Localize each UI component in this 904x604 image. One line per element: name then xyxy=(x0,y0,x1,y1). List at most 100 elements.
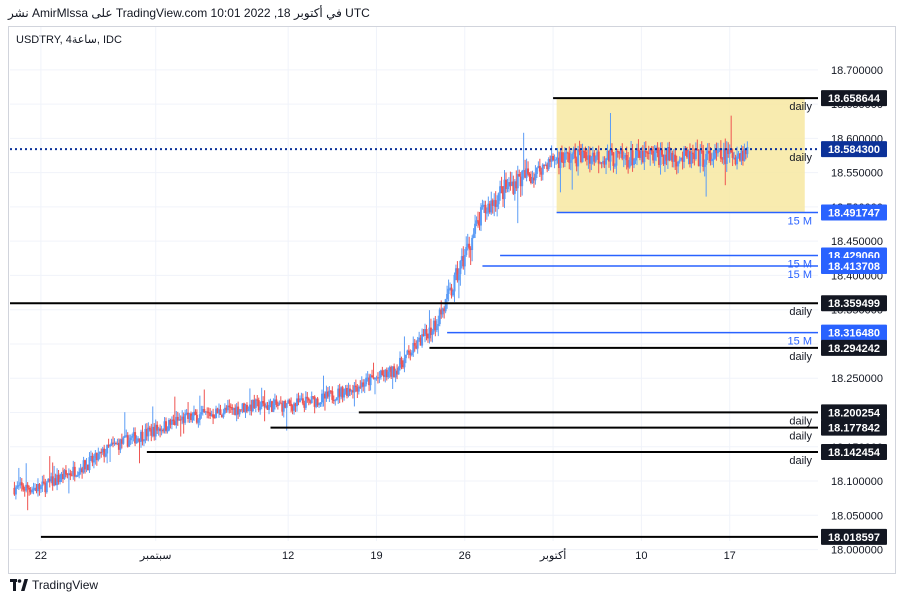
candle-body xyxy=(449,287,452,289)
candle-body xyxy=(478,221,481,226)
candle-body xyxy=(722,148,725,160)
candle-body xyxy=(103,448,106,457)
candle-body xyxy=(672,154,675,162)
candle-body xyxy=(637,148,640,152)
candle-body xyxy=(14,487,17,495)
candle-body xyxy=(616,151,619,153)
candle-body xyxy=(125,435,128,437)
candle-body xyxy=(378,377,381,379)
grid-lines xyxy=(10,27,818,551)
candle-body xyxy=(269,401,272,405)
candle-body xyxy=(507,182,510,187)
candle-body xyxy=(318,404,321,406)
brand-footer[interactable]: TradingView xyxy=(10,578,98,592)
candle-body xyxy=(641,150,644,163)
candle-body xyxy=(421,334,424,346)
candle-body xyxy=(409,352,412,356)
candle-body xyxy=(192,411,195,416)
candle-body xyxy=(229,407,232,409)
candle-body xyxy=(290,403,293,407)
candle-body xyxy=(565,152,568,154)
candle-body xyxy=(223,407,226,414)
candle-body xyxy=(662,154,665,165)
candle-body xyxy=(35,487,38,492)
candle-body xyxy=(275,399,278,405)
candle-body xyxy=(295,398,298,407)
level-tag: 15 M xyxy=(788,336,812,348)
candle-body xyxy=(441,308,444,315)
price-axis: 18.70000018.65000018.60000018.55000018.5… xyxy=(821,65,887,557)
candle-body xyxy=(301,398,304,404)
candle-body xyxy=(612,152,615,166)
candle-body xyxy=(379,370,382,378)
candle-body xyxy=(716,149,719,154)
candle-body xyxy=(605,158,608,165)
candle-body xyxy=(659,149,662,165)
candle-body xyxy=(608,150,611,162)
candle-body xyxy=(353,385,356,393)
candle-body xyxy=(711,159,714,162)
candle-body xyxy=(172,419,175,422)
candle-body xyxy=(471,237,474,251)
candle-body xyxy=(78,472,81,476)
candle-body xyxy=(114,442,117,444)
candle-body xyxy=(504,179,507,190)
candle-body xyxy=(244,404,247,413)
price-badge xyxy=(821,404,887,421)
candle-body xyxy=(54,478,57,486)
candle-body xyxy=(88,457,91,471)
candle-body xyxy=(92,458,95,463)
candle-body xyxy=(696,149,699,151)
candle-body xyxy=(122,437,125,444)
candle-body xyxy=(53,478,56,486)
candle-body xyxy=(588,155,591,164)
candle-body xyxy=(268,404,271,410)
candle-body xyxy=(231,407,234,410)
candle-body xyxy=(144,428,147,441)
candle-body xyxy=(553,159,556,161)
candle-body xyxy=(619,149,622,154)
candle-body xyxy=(643,150,646,163)
candle-body xyxy=(57,474,60,483)
level-tag: 15 M xyxy=(788,269,812,281)
candle-body xyxy=(453,274,456,292)
price-tick-label: 18.000000 xyxy=(831,545,883,557)
level-tag: daily xyxy=(789,101,812,113)
candle-body xyxy=(173,421,176,425)
candle-body xyxy=(506,186,509,190)
price-tick-label: 18.550000 xyxy=(831,168,883,180)
candle-body xyxy=(51,476,54,486)
candle-body xyxy=(482,204,485,206)
candle-body xyxy=(232,407,235,410)
candle-body xyxy=(91,455,94,463)
candle-body xyxy=(145,428,148,437)
candle-body xyxy=(552,155,555,161)
candle-body xyxy=(585,158,588,160)
candle-body xyxy=(85,464,88,470)
candle-body xyxy=(456,268,459,281)
candle-body xyxy=(17,485,20,487)
price-badge-label: 18.200254 xyxy=(828,407,881,419)
candle-body xyxy=(568,153,571,163)
candle-body xyxy=(123,435,126,438)
candle-body xyxy=(270,401,273,412)
price-badge-label: 18.316480 xyxy=(828,328,880,340)
candle-body xyxy=(126,435,129,447)
candle-body xyxy=(550,155,553,162)
candle-body xyxy=(656,147,659,153)
candle-body xyxy=(129,437,132,441)
candle-body xyxy=(556,157,559,160)
candle-body xyxy=(175,416,178,425)
candle-body xyxy=(415,345,418,349)
candle-body xyxy=(220,414,223,418)
candlesticks xyxy=(13,112,749,511)
price-tick-label: 18.250000 xyxy=(831,373,883,385)
candle-body xyxy=(142,440,145,442)
candle-body xyxy=(528,173,531,178)
candle-body xyxy=(225,407,228,411)
candle-body xyxy=(84,460,87,470)
candle-body xyxy=(521,171,524,187)
candle-body xyxy=(624,154,627,158)
price-badge xyxy=(821,295,887,312)
